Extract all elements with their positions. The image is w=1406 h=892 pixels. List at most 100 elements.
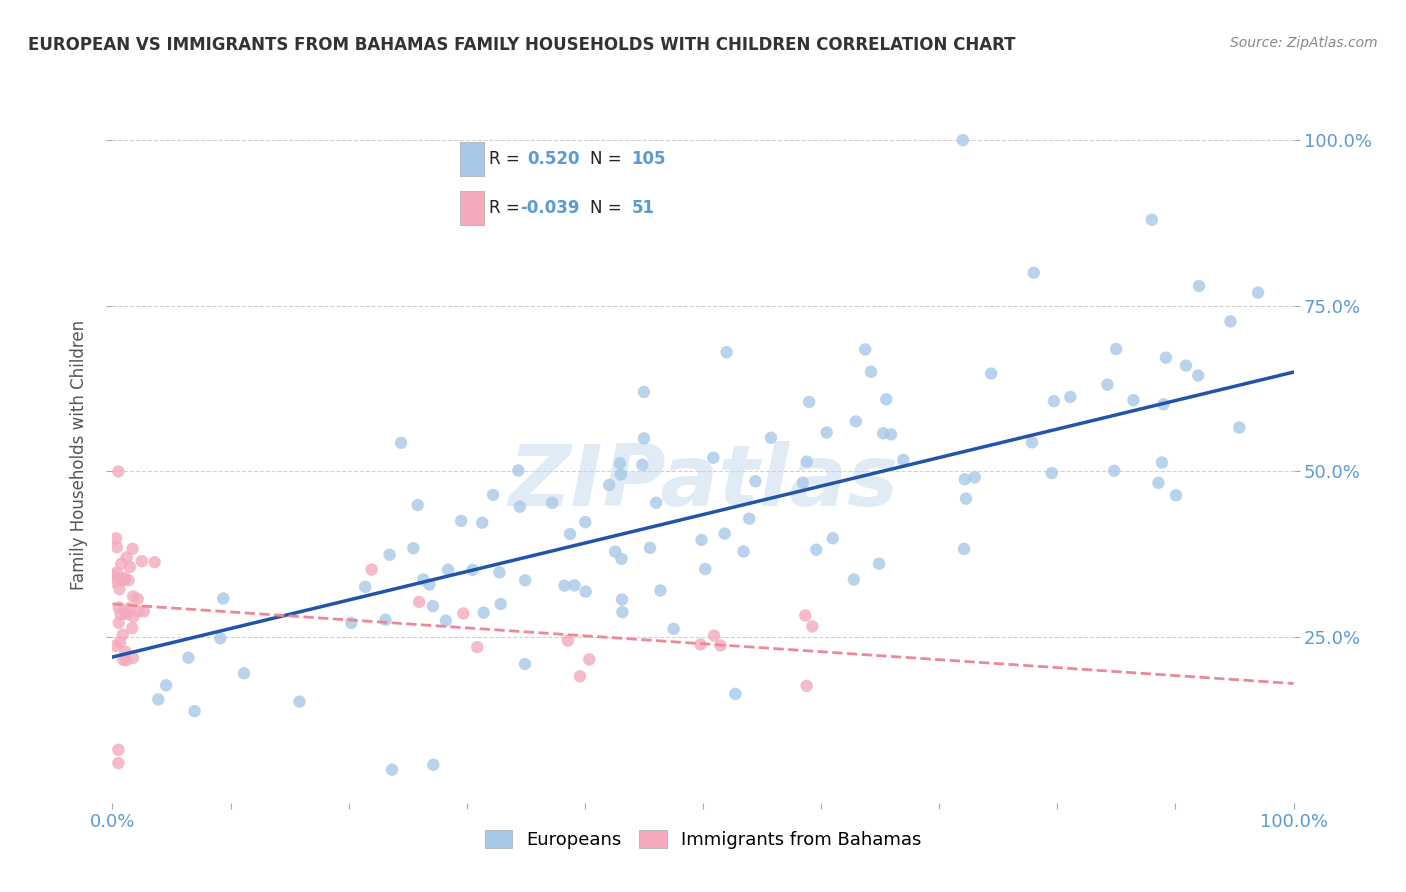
Point xyxy=(703,629,725,643)
Point xyxy=(107,756,129,770)
Point xyxy=(110,557,132,571)
Point xyxy=(489,597,512,611)
Point xyxy=(853,343,876,357)
Point xyxy=(121,621,143,635)
Text: Source: ZipAtlas.com: Source: ZipAtlas.com xyxy=(1230,36,1378,50)
Point xyxy=(1150,455,1173,469)
Point xyxy=(434,614,457,628)
Point xyxy=(955,491,977,506)
Point xyxy=(422,599,444,614)
Point xyxy=(465,640,488,654)
Point xyxy=(233,666,256,681)
Point xyxy=(1059,390,1081,404)
Point xyxy=(1174,359,1197,373)
Point xyxy=(759,431,782,445)
Point xyxy=(340,615,363,630)
Point xyxy=(115,550,138,565)
Point xyxy=(107,743,129,757)
Point xyxy=(114,645,136,659)
Point xyxy=(598,478,620,492)
Point xyxy=(374,613,396,627)
Point xyxy=(860,365,883,379)
Text: ZIPatlas: ZIPatlas xyxy=(508,442,898,524)
Point xyxy=(1188,279,1211,293)
Point xyxy=(212,591,235,606)
Point xyxy=(105,540,128,554)
Point xyxy=(513,657,536,671)
Point xyxy=(103,574,125,589)
Point xyxy=(695,562,717,576)
Point xyxy=(108,582,131,596)
Point xyxy=(118,560,141,574)
Point xyxy=(105,531,128,545)
Point xyxy=(963,470,986,484)
Point xyxy=(381,763,404,777)
Point xyxy=(131,554,153,568)
Point xyxy=(132,604,155,618)
Point xyxy=(880,427,903,442)
Point xyxy=(288,695,311,709)
Point xyxy=(645,496,668,510)
Point xyxy=(482,488,505,502)
Point xyxy=(1227,420,1250,434)
Point xyxy=(1097,377,1119,392)
Point xyxy=(633,431,655,445)
Point xyxy=(558,527,581,541)
Point xyxy=(177,650,200,665)
Point xyxy=(118,601,141,615)
Point xyxy=(108,635,131,649)
Point xyxy=(650,583,672,598)
Point xyxy=(1040,466,1063,480)
Point xyxy=(127,604,149,618)
Point xyxy=(122,609,145,624)
Point xyxy=(689,637,711,651)
Point xyxy=(471,516,494,530)
Point xyxy=(1140,212,1163,227)
Point xyxy=(354,580,377,594)
Point xyxy=(845,414,868,428)
Point xyxy=(541,496,564,510)
Point xyxy=(578,652,600,666)
Point xyxy=(117,574,139,588)
Point xyxy=(633,384,655,399)
Point xyxy=(796,679,818,693)
Point xyxy=(792,475,814,490)
Point xyxy=(575,584,598,599)
Point xyxy=(1021,435,1043,450)
Point xyxy=(1105,342,1128,356)
Point xyxy=(872,426,894,441)
Point xyxy=(515,574,537,588)
Point xyxy=(422,757,444,772)
Point xyxy=(568,669,591,683)
Point xyxy=(112,573,135,587)
Point xyxy=(609,456,631,470)
Point xyxy=(702,450,724,465)
Point xyxy=(953,541,976,556)
Point xyxy=(115,653,138,667)
Point xyxy=(103,568,125,582)
Point xyxy=(406,498,429,512)
Point xyxy=(1102,464,1125,478)
Point xyxy=(155,678,177,692)
Point xyxy=(610,551,633,566)
Point xyxy=(508,463,530,477)
Point xyxy=(564,578,586,592)
Point xyxy=(1022,266,1045,280)
Point xyxy=(1219,314,1241,328)
Point xyxy=(509,500,531,514)
Point xyxy=(121,541,143,556)
Point xyxy=(952,133,974,147)
Point xyxy=(112,653,135,667)
Point xyxy=(842,573,865,587)
Point xyxy=(796,455,818,469)
Point xyxy=(662,622,685,636)
Point xyxy=(488,566,510,580)
Point xyxy=(389,435,412,450)
Point xyxy=(794,608,817,623)
Point xyxy=(612,605,634,619)
Point xyxy=(554,579,576,593)
Point xyxy=(716,345,738,359)
Point xyxy=(631,458,654,472)
Point xyxy=(875,392,897,407)
Point xyxy=(610,592,633,607)
